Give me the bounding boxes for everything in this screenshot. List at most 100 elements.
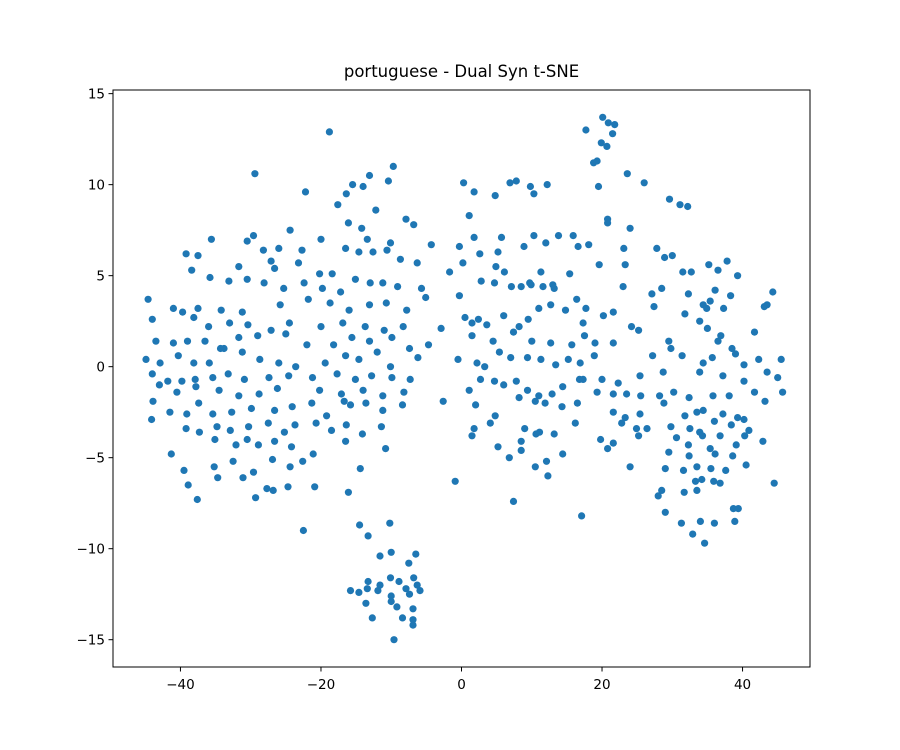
scatter-point — [497, 233, 506, 241]
scatter-point — [468, 332, 476, 340]
scatter-point — [249, 232, 258, 240]
scatter-point — [217, 306, 225, 314]
scatter-point — [409, 621, 417, 629]
scatter-point — [609, 408, 617, 416]
scatter-point — [268, 455, 277, 464]
scatter-point — [369, 248, 377, 256]
scatter-point — [439, 397, 447, 405]
scatter-point — [424, 341, 433, 349]
scatter-point — [340, 397, 348, 405]
scatter-point — [229, 457, 237, 465]
scatter-point — [648, 290, 656, 298]
scatter-point — [716, 479, 724, 487]
scatter-point — [386, 363, 395, 371]
scatter-point — [188, 266, 196, 274]
scatter-point — [405, 344, 414, 353]
scatter-point — [210, 463, 218, 471]
scatter-point — [547, 301, 555, 309]
scatter-point — [547, 339, 555, 347]
scatter-point — [548, 390, 556, 398]
scatter-point — [507, 283, 515, 291]
scatter-point — [618, 419, 626, 427]
scatter-point — [286, 463, 294, 471]
scatter-point — [528, 337, 536, 345]
scatter-point — [604, 219, 612, 227]
scatter-point — [282, 330, 290, 338]
scatter-point — [215, 386, 223, 394]
scatter-point — [591, 339, 599, 347]
scatter-point — [582, 126, 590, 134]
scatter-point — [207, 235, 215, 243]
x-tick-label: 20 — [593, 677, 610, 693]
scatter-point — [164, 377, 172, 385]
scatter-point — [635, 432, 643, 440]
scatter-point — [275, 359, 283, 367]
scatter-point — [243, 435, 251, 444]
scatter-point — [195, 399, 203, 407]
scatter-point — [205, 323, 213, 331]
scatter-point — [472, 401, 480, 409]
scatter-point — [355, 248, 363, 256]
scatter-point — [317, 235, 325, 243]
scatter-point — [337, 288, 345, 296]
scatter-point — [740, 361, 748, 369]
scatter-point — [209, 410, 217, 418]
scatter-point — [539, 283, 547, 291]
scatter-point — [342, 244, 350, 252]
scatter-point — [537, 355, 545, 363]
scatter-point — [770, 479, 778, 487]
scatter-point — [379, 279, 387, 287]
scatter-point — [741, 432, 749, 440]
scatter-point — [348, 333, 356, 342]
scatter-point — [620, 244, 628, 252]
scatter-point — [542, 457, 551, 465]
scatter-point — [294, 259, 303, 267]
scatter-point — [455, 292, 463, 300]
scatter-point — [344, 488, 352, 496]
scatter-point — [632, 425, 641, 433]
scatter-point — [280, 284, 288, 292]
scatter-point — [685, 394, 693, 402]
scatter-point — [500, 268, 508, 276]
scatter-point — [325, 128, 333, 136]
scatter-point — [388, 374, 396, 382]
scatter-point — [334, 201, 342, 209]
scatter-point — [710, 417, 719, 425]
scatter-point — [321, 359, 329, 367]
scatter-point — [603, 142, 611, 150]
scatter-point — [382, 445, 390, 453]
scatter-point — [696, 517, 705, 526]
scatter-point — [550, 430, 558, 438]
scatter-point — [337, 390, 345, 398]
scatter-point — [468, 319, 476, 327]
scatter-point — [235, 333, 243, 342]
scatter-point — [710, 519, 719, 527]
scatter-point — [676, 201, 684, 209]
scatter-point — [206, 273, 214, 282]
scatter-point — [374, 587, 382, 595]
scatter-point — [578, 512, 586, 520]
scatter-point — [368, 614, 376, 622]
scatter-point — [301, 188, 310, 196]
scatter-point — [774, 374, 782, 382]
scatter-point — [661, 508, 669, 516]
scatter-point — [523, 386, 532, 394]
scatter-point — [271, 406, 279, 414]
scatter-point — [454, 355, 462, 363]
scatter-point — [169, 304, 177, 312]
scatter-point — [535, 392, 543, 400]
scatter-point — [174, 352, 182, 360]
scatter-point — [684, 290, 693, 298]
scatter-point — [689, 530, 697, 538]
scatter-point — [167, 450, 175, 458]
scatter-point — [486, 419, 494, 427]
scatter-point — [142, 355, 150, 363]
scatter-point — [460, 179, 468, 187]
scatter-point — [166, 408, 174, 416]
scatter-point — [665, 337, 673, 345]
scatter-point — [526, 279, 534, 287]
scatter-point — [719, 410, 727, 418]
scatter-point — [507, 354, 515, 362]
scatter-point — [260, 279, 268, 287]
scatter-point — [376, 552, 384, 560]
